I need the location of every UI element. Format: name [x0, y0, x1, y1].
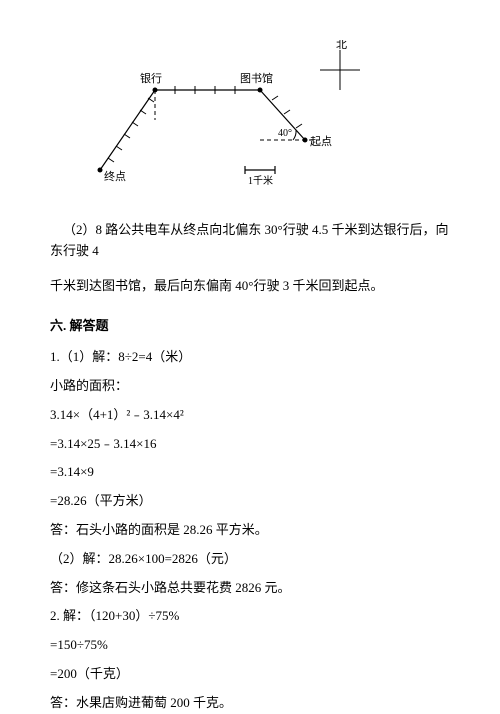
- paragraph-1: （2）8 路公共电车从终点向北偏东 30°行驶 4.5 千米到达银行后，向东行驶…: [50, 220, 450, 262]
- q1-answer1: 答：石头小路的面积是 28.26 平方米。: [50, 520, 450, 541]
- diagram-svg: 北 银行 图书馆 终点 起点 40° 1千米: [80, 40, 380, 200]
- q1-line6: =28.26（平方米）: [50, 491, 450, 512]
- q1-line4: =3.14×25﹣3.14×16: [50, 434, 450, 455]
- section-heading: 六. 解答题: [50, 316, 450, 337]
- paragraph-2: 千米到达图书馆，最后向东偏南 40°行驶 3 千米回到起点。: [50, 276, 450, 297]
- q1-line1: 1.（1）解：8÷2=4（米）: [50, 347, 450, 368]
- q1-line5: =3.14×9: [50, 462, 450, 483]
- route-diagram: 北 银行 图书馆 终点 起点 40° 1千米: [80, 40, 380, 200]
- start-label: 起点: [310, 135, 332, 148]
- q1-line3: 3.14×（4+1）²﹣3.14×4²: [50, 405, 450, 426]
- end-label: 终点: [104, 169, 126, 183]
- q2-line3: =200（千克）: [50, 664, 450, 685]
- bank-label: 银行: [140, 71, 162, 85]
- q1-line2: 小路的面积：: [50, 376, 450, 397]
- north-label: 北: [336, 40, 347, 51]
- q1-answer2: 答：修这条石头小路总共要花费 2826 元。: [50, 578, 450, 599]
- q2-line2: =150÷75%: [50, 635, 450, 656]
- q1-line8: （2）解：28.26×100=2826（元）: [50, 549, 450, 570]
- library-label: 图书馆: [240, 71, 273, 85]
- q2-line1: 2. 解：（120+30）÷75%: [50, 606, 450, 627]
- q2-answer: 答：水果店购进葡萄 200 千克。: [50, 693, 450, 714]
- angle-label: 40°: [278, 128, 292, 139]
- scale-label: 1千米: [248, 174, 273, 187]
